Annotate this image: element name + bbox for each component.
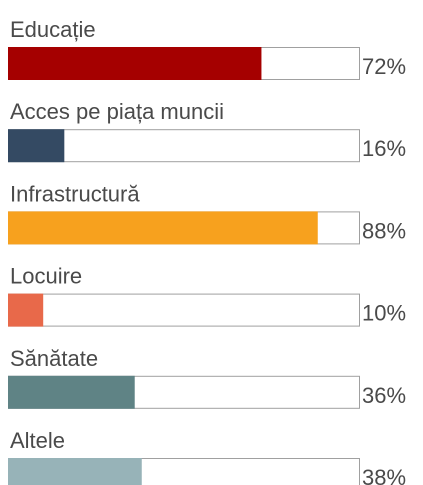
- category-label: Locuire: [10, 264, 82, 289]
- bar-track: [8, 129, 360, 163]
- bar: [8, 47, 262, 80]
- bar: [8, 375, 135, 409]
- value-label: 36%: [362, 383, 406, 408]
- value-label: 10%: [362, 301, 406, 326]
- value-label: 38%: [362, 465, 406, 485]
- bar: [8, 293, 44, 327]
- category-label: Infrastructură: [10, 181, 140, 206]
- value-label: 16%: [362, 136, 406, 161]
- category-label: Altele: [10, 428, 65, 453]
- bar: [8, 129, 65, 163]
- value-label: 88%: [362, 218, 406, 243]
- category-label: Acces pe piața muncii: [10, 99, 224, 124]
- value-label: 72%: [362, 54, 406, 79]
- bar: [8, 211, 318, 245]
- bar: [8, 458, 142, 485]
- category-label: Sănătate: [10, 346, 98, 371]
- category-label: Educație: [10, 17, 96, 42]
- bar-track: [8, 293, 360, 327]
